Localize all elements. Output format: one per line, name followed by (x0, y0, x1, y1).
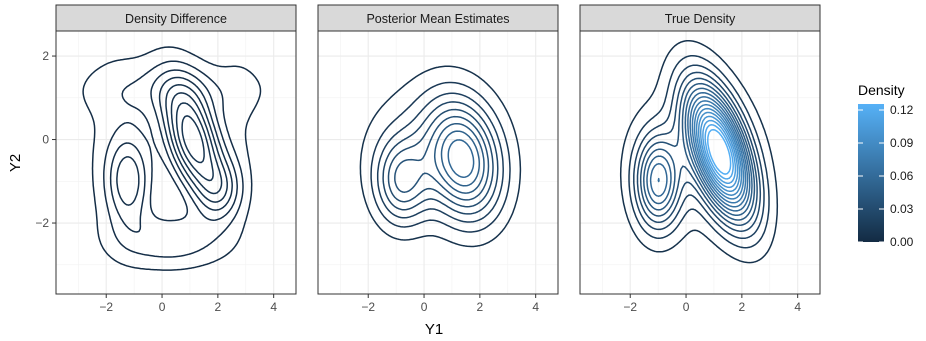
contour-line (181, 115, 205, 164)
contour-line (643, 82, 756, 221)
legend-colorbar (858, 104, 884, 242)
contour-line (394, 115, 490, 201)
facet-title: Density Difference (125, 12, 227, 26)
contour-line (699, 115, 739, 189)
legend-tick-label: 0.03 (890, 202, 914, 216)
contour-line (165, 84, 228, 203)
contour-line (695, 107, 743, 196)
legend-tick-label: 0.12 (890, 103, 914, 117)
facet-title: Posterior Mean Estimates (366, 12, 509, 26)
contour-line (691, 100, 747, 204)
panel-3: True Density −2 0 2 4 (579, 4, 821, 314)
y-axis-title: Y2 (7, 154, 24, 172)
contour-line (628, 55, 770, 249)
x-tick-label: 2 (477, 300, 484, 314)
contour-line (116, 76, 233, 211)
facet-strip (55, 4, 297, 32)
x-tick-label: 2 (739, 300, 746, 314)
contour-lines (359, 65, 522, 248)
x-tick-label: −2 (99, 300, 113, 314)
panel-1: Density Difference −2 0 2 4 −2 0 2 (35, 4, 297, 314)
x-tick-label: 4 (532, 300, 539, 314)
legend-ticks: 0.00 0.03 0.06 0.09 0.12 (858, 103, 914, 249)
contour-line (382, 101, 499, 215)
contour-line (636, 71, 762, 232)
contour-line (387, 108, 494, 208)
legend-tick-label: 0.00 (890, 235, 914, 249)
contour-line (633, 64, 765, 240)
y-tick-label: 0 (42, 133, 49, 147)
contour-line (646, 87, 753, 217)
contour-line (376, 92, 504, 223)
contour-line (704, 124, 734, 180)
contour-line (697, 111, 741, 192)
contour-line (170, 92, 223, 195)
contour-lines (619, 39, 779, 264)
panel-2: Posterior Mean Estimates −2 0 2 4 (317, 4, 559, 314)
facet-title: True Density (665, 12, 736, 26)
contour-line (447, 139, 475, 178)
contour-line (109, 69, 238, 233)
legend-title: Density (858, 82, 905, 98)
facet-strip (317, 4, 559, 32)
contour-lines (82, 46, 262, 271)
contour-line (693, 104, 745, 200)
contour-line (707, 128, 732, 175)
x-axis-title: Y1 (425, 321, 443, 338)
x-tick-label: 4 (794, 300, 801, 314)
legend-tick-label: 0.09 (890, 136, 914, 150)
legend: Density 0.00 0.03 0.06 0.09 0.12 (858, 82, 914, 249)
contour-line (702, 119, 737, 185)
x-tick-label: 0 (421, 300, 428, 314)
contour-line (657, 96, 749, 208)
x-tick-label: −2 (623, 300, 637, 314)
contour-line (649, 91, 751, 212)
x-tick-label: 4 (270, 300, 277, 314)
contour-line (175, 102, 214, 182)
panel-background (318, 31, 558, 294)
y-tick-label: 2 (42, 49, 49, 63)
legend-tick-label: 0.06 (890, 169, 914, 183)
y-tick-label: −2 (35, 216, 49, 230)
x-tick-label: 0 (683, 300, 690, 314)
contour-line (82, 46, 262, 271)
x-tick-label: 0 (159, 300, 166, 314)
x-tick-label: 2 (215, 300, 222, 314)
contour-line (103, 60, 244, 258)
contour-line (440, 130, 481, 187)
contour-line (359, 65, 522, 248)
contour-line (619, 39, 779, 264)
x-tick-label: −2 (361, 300, 375, 314)
contour-line (433, 122, 485, 194)
facet-strip (579, 4, 821, 32)
contour-line (639, 77, 758, 226)
contour-line (370, 81, 511, 233)
